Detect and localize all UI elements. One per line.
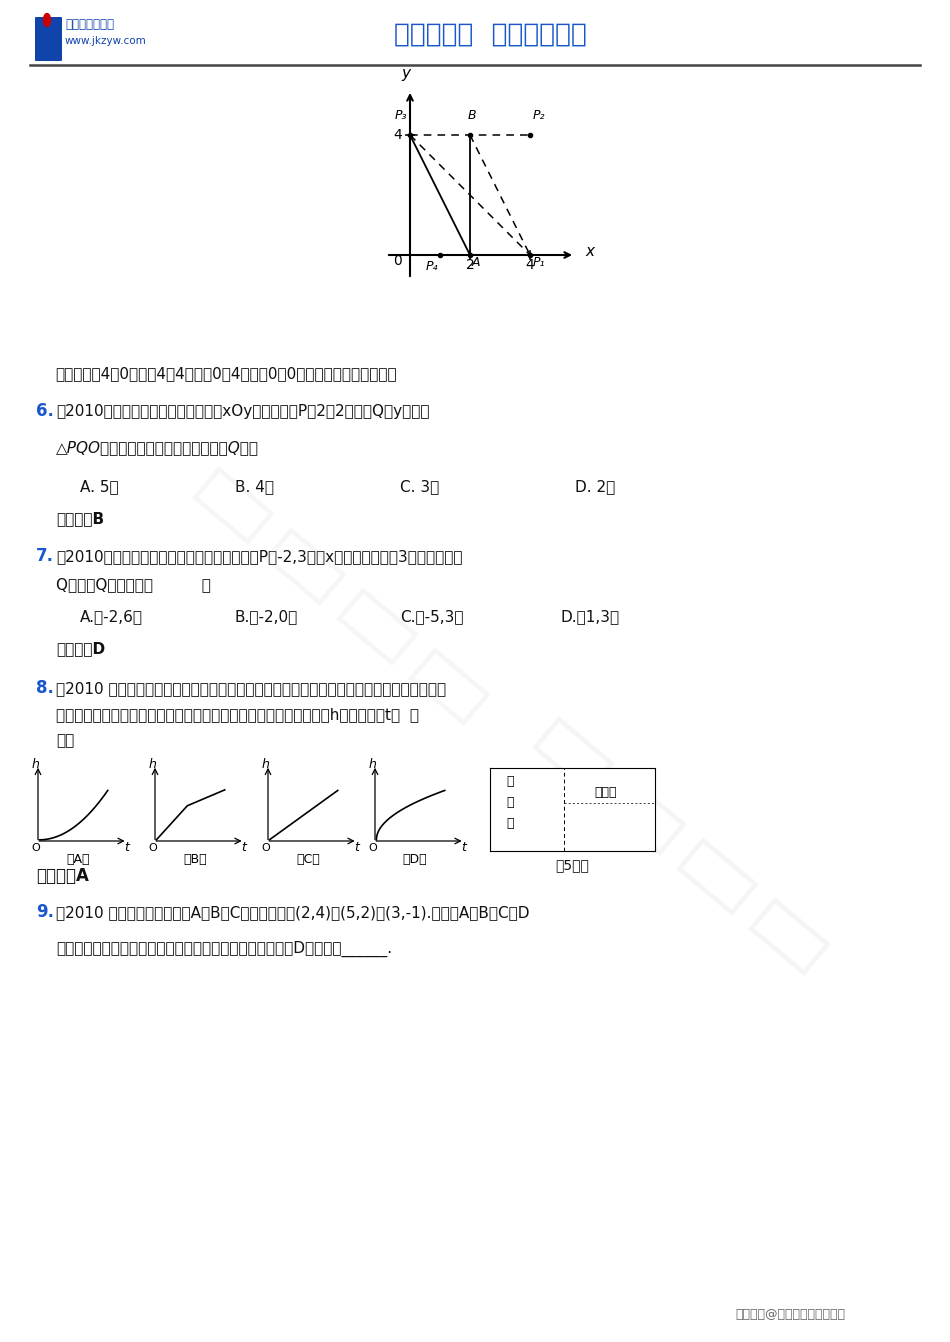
Text: P₄: P₄ [426,260,438,272]
Text: 8.: 8. [36,679,54,696]
Text: （2010江苏南通）在平面直角坐标系xOy中，已知点P（2，2），点Q在y轴上，: （2010江苏南通）在平面直角坐标系xOy中，已知点P（2，2），点Q在y轴上， [56,404,429,419]
Text: （A）: （A） [66,852,89,866]
Ellipse shape [44,13,50,27]
Text: y: y [402,66,410,81]
Text: 仅
供
参
考: 仅 供 参 考 [185,456,495,727]
Text: 【答案】B: 【答案】B [56,511,104,526]
Text: 仅
供
参
考: 仅 供 参 考 [525,706,835,977]
Text: △PQO是等腰三角形，则满足条件的点Q共有: △PQO是等腰三角形，则满足条件的点Q共有 [56,440,259,455]
Text: h: h [369,758,376,770]
Text: C.（-5,3）: C.（-5,3） [400,609,464,624]
Text: O: O [369,843,377,852]
Text: P₃: P₃ [394,109,407,122]
Text: 深: 深 [506,776,514,788]
Text: （2010 山东省德州）某游泳池的横截面如图所示，用一水管向池内持续注水，若单位时间内: （2010 山东省德州）某游泳池的横截面如图所示，用一水管向池内持续注水，若单位… [56,680,446,696]
Text: h: h [261,758,270,770]
Text: 7.: 7. [36,548,54,565]
Text: 【答案】D: 【答案】D [56,641,105,656]
Text: Q，则点Q的坐标是（          ）: Q，则点Q的坐标是（ ） [56,577,211,592]
Text: 【答案】A: 【答案】A [36,867,89,884]
Text: A: A [472,256,481,268]
Text: O: O [31,843,40,852]
Text: 浅水区: 浅水区 [595,786,617,800]
Text: 区: 区 [506,817,514,829]
Text: 4: 4 [525,258,534,272]
FancyBboxPatch shape [35,17,62,60]
Text: B: B [467,109,476,122]
Text: www.jkzyw.com: www.jkzyw.com [65,36,146,46]
Text: A.（-2,6）: A.（-2,6） [80,609,143,624]
Text: O: O [148,843,158,852]
Text: B. 4个: B. 4个 [235,479,274,494]
Text: （2010广东珠海）在平面直角坐标系中，将点P（-2,3）沿x轴方向向右平移3个单位得到点: （2010广东珠海）在平面直角坐标系中，将点P（-2,3）沿x轴方向向右平移3个… [56,549,463,564]
Text: h: h [148,758,157,770]
Text: t: t [124,840,129,854]
Text: x: x [585,244,594,259]
Text: 4: 4 [393,127,403,142]
Text: t: t [241,840,246,854]
Text: 6.: 6. [36,403,54,420]
Text: （C）: （C） [296,852,320,866]
Text: t: t [462,840,466,854]
Text: D. 2个: D. 2个 [575,479,616,494]
Text: h: h [31,758,40,770]
Text: O: O [261,843,271,852]
Text: 9.: 9. [36,903,54,921]
Text: P₁: P₁ [533,256,545,268]
Text: （D）: （D） [403,852,428,866]
Text: D.（1,3）: D.（1,3） [560,609,619,624]
Text: t: t [354,840,359,854]
Text: 水: 水 [506,796,514,809]
Text: 【答案】（4，0）；（4，4）；（0，4）；（0，0）（只要写出一个即可）: 【答案】（4，0）；（4，4）；（0，4）；（0，0）（只要写出一个即可） [55,366,397,381]
Text: 的是: 的是 [56,733,74,747]
Text: 为顶点的四边形既是轴对称图形，又是中心对称图形，则点D的坐标为______.: 为顶点的四边形既是轴对称图形，又是中心对称图形，则点D的坐标为______. [56,941,392,957]
Text: 中国教考资源网: 中国教考资源网 [65,17,114,31]
Text: 注入的水量保持不变，则在注水过程中，下列图象能反映深水区水深h与注水时间t关  系: 注入的水量保持不变，则在注水过程中，下列图象能反映深水区水深h与注水时间t关 系 [56,707,419,722]
Text: 2: 2 [466,258,474,272]
Text: 版权所有@中国教育考试资源网: 版权所有@中国教育考试资源网 [735,1308,845,1321]
Text: 0: 0 [392,254,401,268]
Text: C. 3个: C. 3个 [400,479,439,494]
Text: B.（-2,0）: B.（-2,0） [235,609,298,624]
Text: 教考资源网  助您教考无忧: 教考资源网 助您教考无忧 [393,21,586,48]
Text: A. 5个: A. 5个 [80,479,119,494]
Text: P₂: P₂ [533,109,545,122]
Text: 第5题图: 第5题图 [555,858,589,872]
Text: （B）: （B） [183,852,207,866]
Text: （2010 山东威海）如图，点A、B、C的坐标分别为(2,4)，(5,2)，(3,-1).若以点A、B、C、D: （2010 山东威海）如图，点A、B、C的坐标分别为(2,4)，(5,2)，(3… [56,905,529,921]
